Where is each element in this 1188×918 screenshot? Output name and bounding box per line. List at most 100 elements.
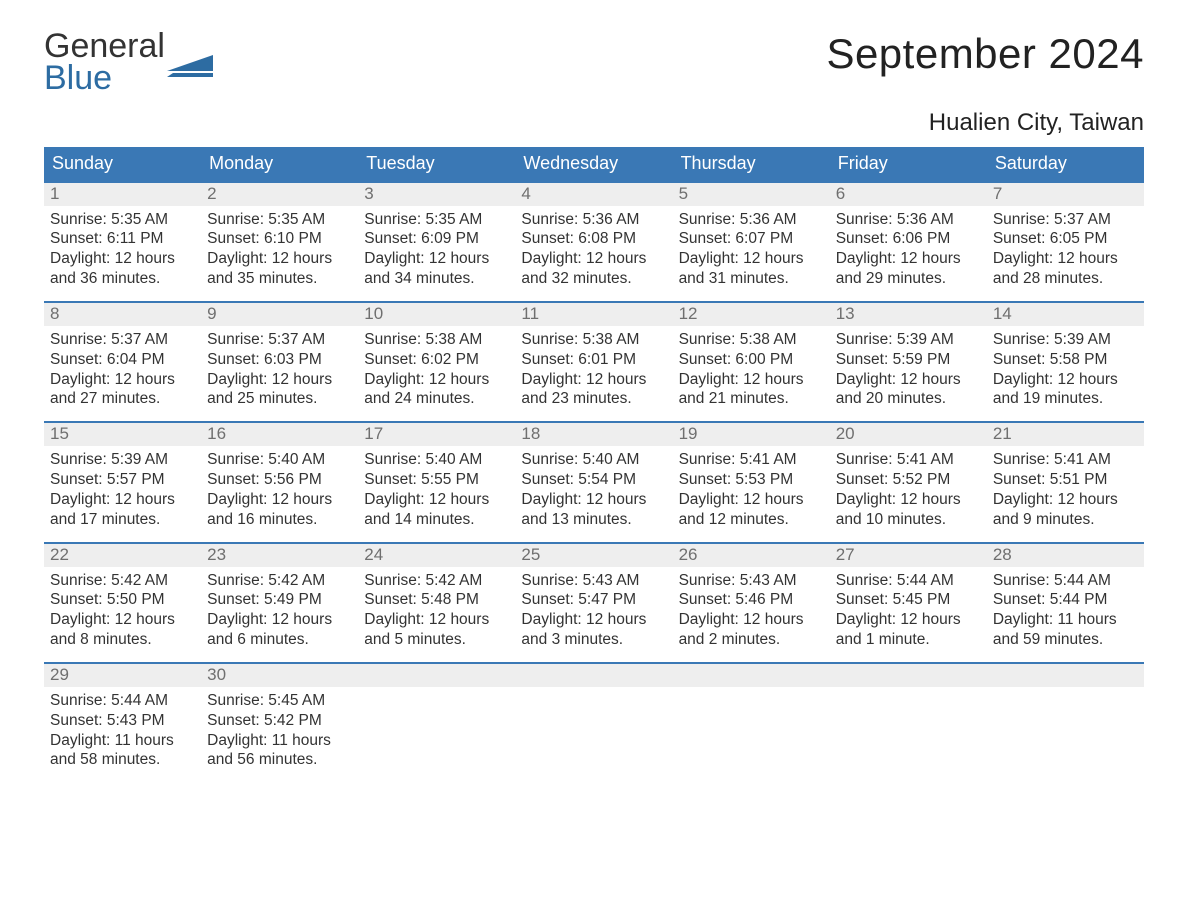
day-body: Sunrise: 5:40 AMSunset: 5:54 PMDaylight:… — [515, 446, 672, 529]
day-number: 27 — [830, 544, 987, 567]
day-body: Sunrise: 5:38 AMSunset: 6:01 PMDaylight:… — [515, 326, 672, 409]
day-body: Sunrise: 5:40 AMSunset: 5:55 PMDaylight:… — [358, 446, 515, 529]
day-sunset: Sunset: 5:49 PM — [207, 590, 352, 610]
day-d1: Daylight: 12 hours — [207, 610, 352, 630]
day-number: 26 — [673, 544, 830, 567]
day-body: Sunrise: 5:35 AMSunset: 6:09 PMDaylight:… — [358, 206, 515, 289]
day-d1: Daylight: 12 hours — [364, 610, 509, 630]
day-body: Sunrise: 5:39 AMSunset: 5:57 PMDaylight:… — [44, 446, 201, 529]
day-d2: and 24 minutes. — [364, 389, 509, 409]
calendar: SundayMondayTuesdayWednesdayThursdayFrid… — [44, 147, 1144, 771]
day-number: 24 — [358, 544, 515, 567]
day-number: 22 — [44, 544, 201, 567]
day-cell — [987, 664, 1144, 770]
day-sunrise: Sunrise: 5:37 AM — [50, 330, 195, 350]
day-sunset: Sunset: 6:00 PM — [679, 350, 824, 370]
day-cell: 11Sunrise: 5:38 AMSunset: 6:01 PMDayligh… — [515, 303, 672, 409]
day-sunset: Sunset: 5:53 PM — [679, 470, 824, 490]
day-sunrise: Sunrise: 5:38 AM — [521, 330, 666, 350]
day-sunrise: Sunrise: 5:39 AM — [836, 330, 981, 350]
weekday-header: Friday — [830, 147, 987, 181]
day-cell: 14Sunrise: 5:39 AMSunset: 5:58 PMDayligh… — [987, 303, 1144, 409]
day-number: 16 — [201, 423, 358, 446]
day-sunrise: Sunrise: 5:40 AM — [521, 450, 666, 470]
day-d2: and 19 minutes. — [993, 389, 1138, 409]
day-cell: 1Sunrise: 5:35 AMSunset: 6:11 PMDaylight… — [44, 183, 201, 289]
day-d1: Daylight: 12 hours — [364, 249, 509, 269]
day-number: 17 — [358, 423, 515, 446]
day-cell: 12Sunrise: 5:38 AMSunset: 6:00 PMDayligh… — [673, 303, 830, 409]
day-d1: Daylight: 12 hours — [521, 249, 666, 269]
day-sunrise: Sunrise: 5:42 AM — [207, 571, 352, 591]
day-d2: and 3 minutes. — [521, 630, 666, 650]
week-row: 15Sunrise: 5:39 AMSunset: 5:57 PMDayligh… — [44, 421, 1144, 529]
day-cell: 16Sunrise: 5:40 AMSunset: 5:56 PMDayligh… — [201, 423, 358, 529]
day-sunset: Sunset: 6:06 PM — [836, 229, 981, 249]
day-number: 13 — [830, 303, 987, 326]
day-d2: and 20 minutes. — [836, 389, 981, 409]
day-d1: Daylight: 12 hours — [364, 490, 509, 510]
day-d1: Daylight: 12 hours — [50, 249, 195, 269]
day-number: 12 — [673, 303, 830, 326]
day-cell: 24Sunrise: 5:42 AMSunset: 5:48 PMDayligh… — [358, 544, 515, 650]
day-number — [358, 664, 515, 687]
day-d1: Daylight: 12 hours — [364, 370, 509, 390]
day-cell: 18Sunrise: 5:40 AMSunset: 5:54 PMDayligh… — [515, 423, 672, 529]
day-cell — [358, 664, 515, 770]
day-d2: and 32 minutes. — [521, 269, 666, 289]
day-d2: and 58 minutes. — [50, 750, 195, 770]
logo-flag-icon — [167, 49, 213, 77]
header: General Blue September 2024 — [44, 30, 1144, 95]
day-cell: 27Sunrise: 5:44 AMSunset: 5:45 PMDayligh… — [830, 544, 987, 650]
day-cell: 21Sunrise: 5:41 AMSunset: 5:51 PMDayligh… — [987, 423, 1144, 529]
day-d2: and 36 minutes. — [50, 269, 195, 289]
day-sunrise: Sunrise: 5:42 AM — [50, 571, 195, 591]
day-sunrise: Sunrise: 5:40 AM — [207, 450, 352, 470]
week-row: 8Sunrise: 5:37 AMSunset: 6:04 PMDaylight… — [44, 301, 1144, 409]
day-d1: Daylight: 12 hours — [207, 249, 352, 269]
day-body: Sunrise: 5:44 AMSunset: 5:43 PMDaylight:… — [44, 687, 201, 770]
day-cell: 15Sunrise: 5:39 AMSunset: 5:57 PMDayligh… — [44, 423, 201, 529]
day-d1: Daylight: 12 hours — [836, 610, 981, 630]
day-number: 3 — [358, 183, 515, 206]
day-body: Sunrise: 5:42 AMSunset: 5:48 PMDaylight:… — [358, 567, 515, 650]
day-d1: Daylight: 12 hours — [207, 370, 352, 390]
day-body: Sunrise: 5:39 AMSunset: 5:59 PMDaylight:… — [830, 326, 987, 409]
day-d2: and 5 minutes. — [364, 630, 509, 650]
weekday-header: Wednesday — [515, 147, 672, 181]
day-d2: and 34 minutes. — [364, 269, 509, 289]
day-cell: 3Sunrise: 5:35 AMSunset: 6:09 PMDaylight… — [358, 183, 515, 289]
day-cell: 19Sunrise: 5:41 AMSunset: 5:53 PMDayligh… — [673, 423, 830, 529]
day-d2: and 23 minutes. — [521, 389, 666, 409]
day-sunset: Sunset: 5:55 PM — [364, 470, 509, 490]
day-d2: and 21 minutes. — [679, 389, 824, 409]
day-d1: Daylight: 11 hours — [207, 731, 352, 751]
day-d2: and 9 minutes. — [993, 510, 1138, 530]
day-body: Sunrise: 5:42 AMSunset: 5:49 PMDaylight:… — [201, 567, 358, 650]
day-number: 23 — [201, 544, 358, 567]
day-body: Sunrise: 5:37 AMSunset: 6:05 PMDaylight:… — [987, 206, 1144, 289]
day-sunset: Sunset: 5:42 PM — [207, 711, 352, 731]
day-cell: 4Sunrise: 5:36 AMSunset: 6:08 PMDaylight… — [515, 183, 672, 289]
day-sunset: Sunset: 6:10 PM — [207, 229, 352, 249]
day-sunset: Sunset: 5:51 PM — [993, 470, 1138, 490]
day-d2: and 56 minutes. — [207, 750, 352, 770]
day-body: Sunrise: 5:43 AMSunset: 5:47 PMDaylight:… — [515, 567, 672, 650]
day-number: 18 — [515, 423, 672, 446]
day-number: 11 — [515, 303, 672, 326]
day-d2: and 17 minutes. — [50, 510, 195, 530]
day-number: 29 — [44, 664, 201, 687]
day-d1: Daylight: 12 hours — [679, 249, 824, 269]
day-sunrise: Sunrise: 5:35 AM — [364, 210, 509, 230]
day-cell: 28Sunrise: 5:44 AMSunset: 5:44 PMDayligh… — [987, 544, 1144, 650]
weekday-header: Saturday — [987, 147, 1144, 181]
day-sunrise: Sunrise: 5:45 AM — [207, 691, 352, 711]
day-cell — [830, 664, 987, 770]
day-number: 15 — [44, 423, 201, 446]
day-body: Sunrise: 5:38 AMSunset: 6:00 PMDaylight:… — [673, 326, 830, 409]
day-cell: 26Sunrise: 5:43 AMSunset: 5:46 PMDayligh… — [673, 544, 830, 650]
day-sunrise: Sunrise: 5:44 AM — [50, 691, 195, 711]
day-number — [515, 664, 672, 687]
day-sunset: Sunset: 6:01 PM — [521, 350, 666, 370]
day-d1: Daylight: 12 hours — [679, 610, 824, 630]
